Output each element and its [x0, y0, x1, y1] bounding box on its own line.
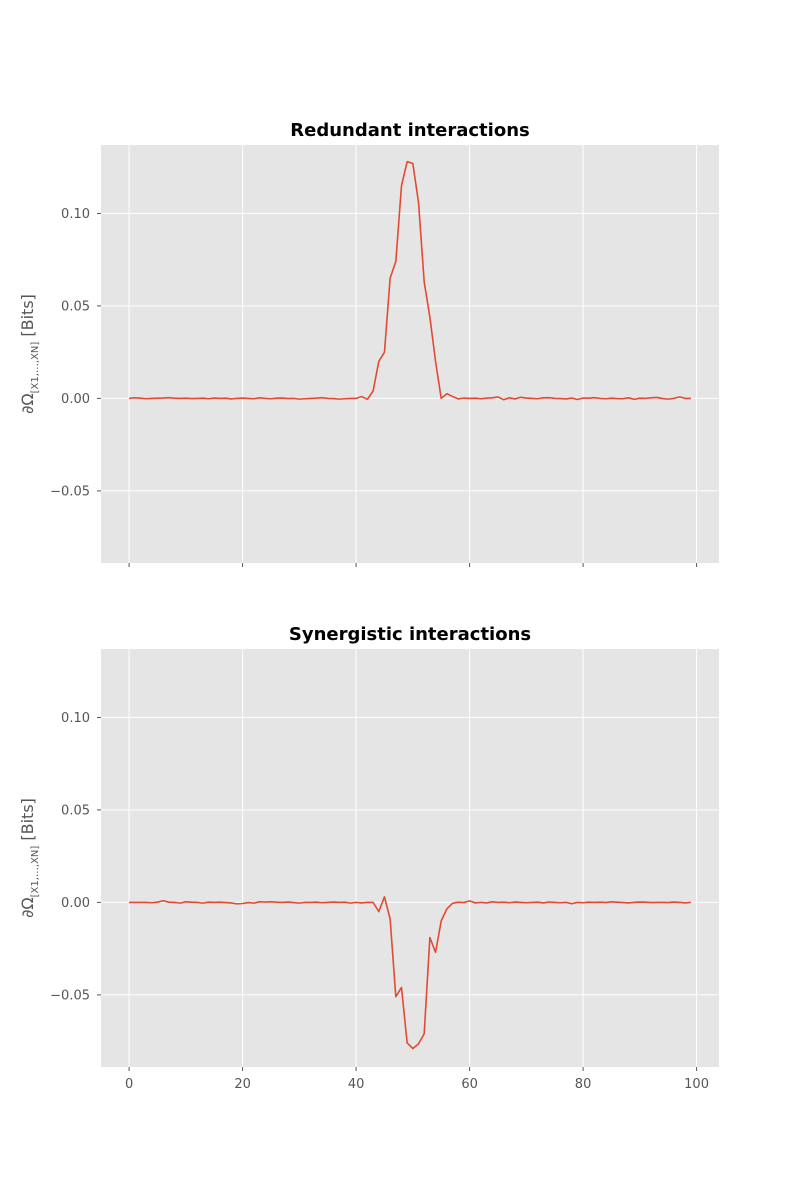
series-line-synergistic: [129, 896, 691, 1050]
x-tick-label: 0: [125, 1077, 133, 1092]
y-tick-label: 0.00: [61, 896, 90, 911]
y-tick-label: 0.00: [61, 392, 90, 407]
plot-area: [101, 145, 719, 563]
x-tick-label: 20: [234, 1077, 251, 1092]
grid: [101, 145, 719, 563]
y-tick-label: 0.10: [61, 207, 90, 222]
redundant-interactions-panel: −0.05 0.00 0.05 0.10 Redundant interactions…: [18, 120, 719, 567]
x-tick-label: 80: [575, 1077, 592, 1092]
y-tick-label: 0.05: [61, 299, 90, 314]
chart-title: Redundant interactions: [290, 120, 529, 141]
x-tick-label: 60: [461, 1077, 478, 1092]
y-tick-label: 0.05: [61, 803, 90, 818]
x-tick-label: 40: [348, 1077, 365, 1092]
x-tick-label: 100: [684, 1077, 709, 1092]
y-axis-label: ∂Ω[X1,…,XN] [Bits]: [18, 798, 41, 918]
y-tick-label: −0.05: [50, 484, 90, 499]
synergistic-interactions-panel: 0 20 40 60 80 100 −0.05 0.00 0.05 0.10 Synergisti…: [18, 624, 719, 1092]
series-line-redundant: [129, 160, 691, 401]
plot-area: [101, 649, 719, 1067]
y-tick-label: 0.10: [61, 711, 90, 726]
axis-ticks: −0.05 0.00 0.05 0.10: [50, 207, 698, 567]
y-tick-label: −0.05: [50, 988, 90, 1003]
y-axis-label: ∂Ω[X1,…,XN] [Bits]: [18, 294, 41, 414]
chart-title: Synergistic interactions: [289, 624, 531, 645]
axis-ticks: 0 20 40 60 80 100 −0.05 0.00 0.05 0.10: [50, 711, 709, 1092]
